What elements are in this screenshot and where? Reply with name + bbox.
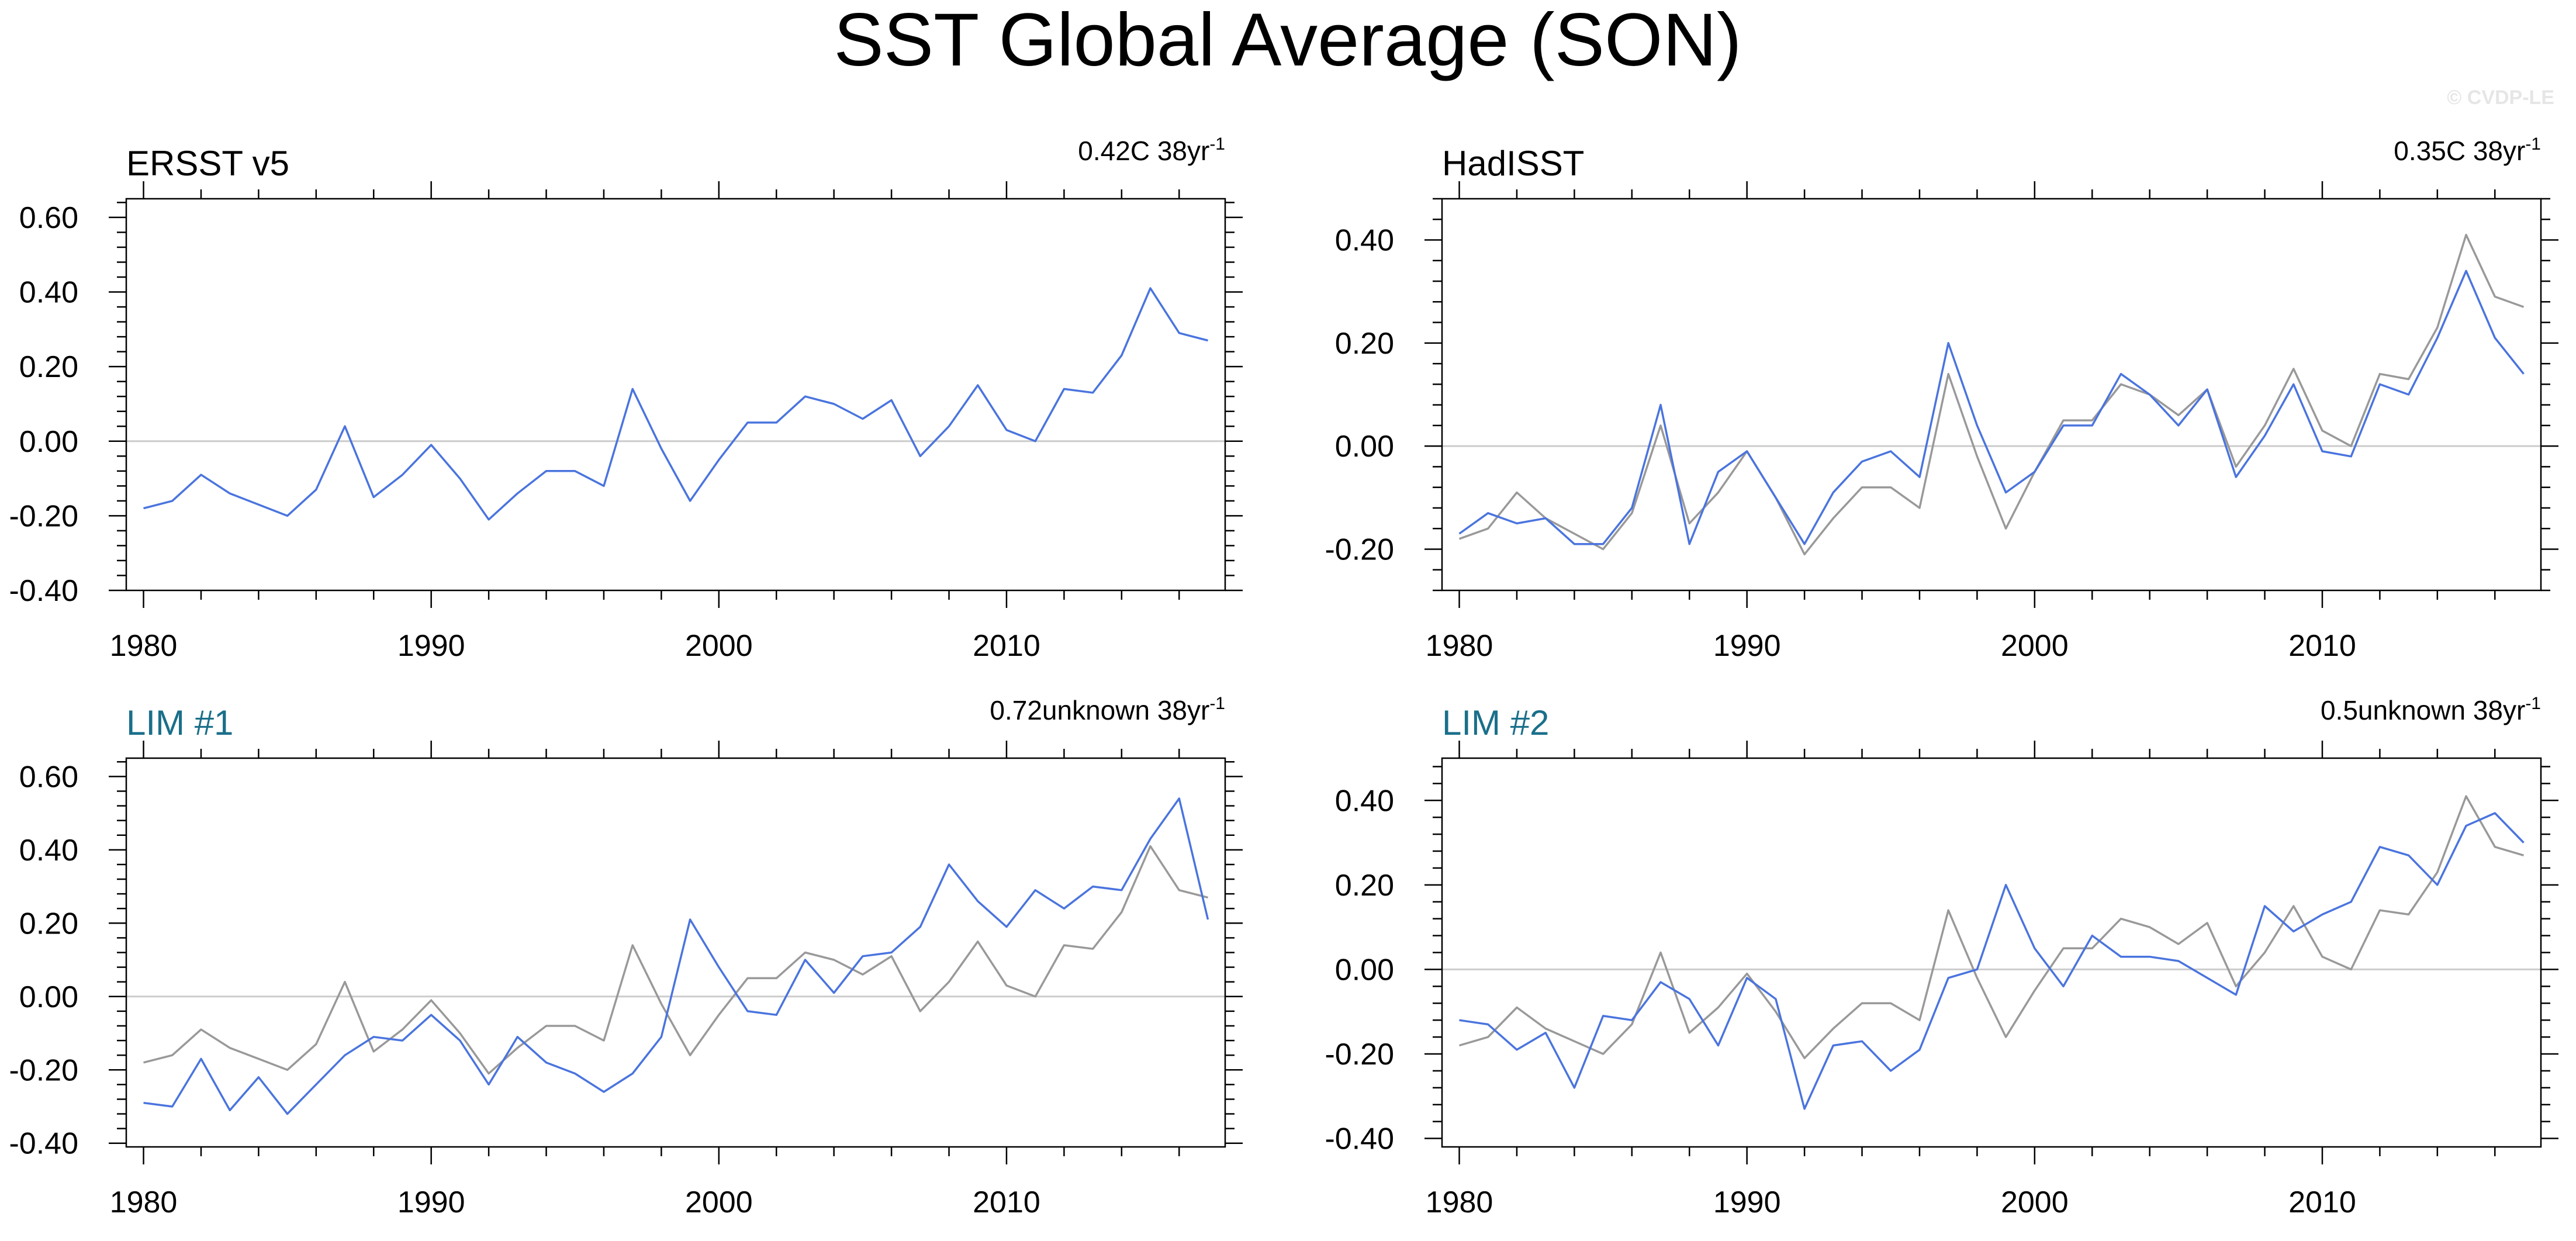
- panel-title: LIM #2: [1442, 703, 1549, 742]
- x-tick-label: 1980: [1426, 1185, 1493, 1219]
- watermark: © CVDP-LE: [2447, 87, 2554, 109]
- y-tick-label: 0.40: [1335, 784, 1394, 818]
- trend-value: 0.42C 38yr: [1078, 136, 1209, 166]
- trend-label: 0.5unknown 38yr-1: [2321, 694, 2541, 725]
- y-tick-label: -0.20: [9, 499, 78, 533]
- panel-ersst: ERSST v5 0.42C 38yr-1 -0.40 -0.20 0.00 0.20 0.…: [9, 134, 1243, 663]
- panel-title: LIM #1: [126, 703, 233, 742]
- panel-lim-1: LIM #1 0.72unknown 38yr-1 -0.40 -0.20 0.00 0.…: [9, 694, 1243, 1219]
- y-tick-label: -0.40: [9, 1127, 78, 1161]
- plot-frame: [1441, 198, 2542, 592]
- trend-value: 0.5unknown 38yr: [2321, 695, 2525, 725]
- y-tick-label: 0.00: [19, 425, 78, 459]
- y-tick-label: 0.00: [19, 980, 78, 1014]
- x-tick-label: 2000: [2001, 629, 2069, 663]
- trend-value: 0.72unknown 38yr: [990, 695, 1209, 725]
- y-tick-label: -0.20: [1325, 1038, 1394, 1071]
- x-tick-label: 2010: [973, 629, 1040, 663]
- series-line-model: [143, 287, 1208, 521]
- y-tick-label: 0.20: [1335, 327, 1394, 361]
- plot-frame: [1441, 757, 2542, 1148]
- y-tick-label: 0.40: [1335, 224, 1394, 258]
- y-tick-label: 0.20: [19, 350, 78, 384]
- y-tick-label: -0.20: [1325, 533, 1394, 566]
- trend-value: 0.35C 38yr: [2394, 136, 2525, 166]
- x-tick-label: 1990: [1713, 629, 1781, 663]
- trend-exponent: -1: [1209, 694, 1225, 713]
- y-tick-label: -0.40: [1325, 1122, 1394, 1156]
- plot-frame: [125, 198, 1226, 592]
- trend-exponent: -1: [2525, 694, 2541, 713]
- x-tick-label: 1990: [397, 629, 465, 663]
- x-tick-label: 2010: [973, 1185, 1040, 1219]
- y-tick-label: 0.60: [19, 760, 78, 794]
- y-tick-label: -0.20: [9, 1053, 78, 1087]
- x-tick-label: 2000: [2001, 1185, 2069, 1219]
- x-tick-label: 1980: [110, 629, 178, 663]
- panel-hadisst: HadISST 0.35C 38yr-1 -0.20 0.00 0.20 0.40 1980…: [1325, 134, 2558, 663]
- series-line-observed: [143, 845, 1208, 1075]
- y-tick-label: 0.00: [1335, 430, 1394, 464]
- panel-title: ERSST v5: [126, 144, 289, 183]
- figure-title: SST Global Average (SON): [834, 0, 1741, 82]
- x-tick-label: 2000: [685, 1185, 753, 1219]
- x-tick-label: 1990: [397, 1185, 465, 1219]
- x-tick-label: 1980: [110, 1185, 178, 1219]
- series-line-model: [1458, 269, 2525, 545]
- series-line-observed: [1458, 233, 2525, 556]
- x-tick-label: 1980: [1426, 629, 1493, 663]
- series-line-model: [143, 797, 1209, 1115]
- trend-label: 0.72unknown 38yr-1: [990, 694, 1225, 725]
- x-tick-label: 2010: [2288, 629, 2356, 663]
- y-tick-label: 0.40: [19, 276, 78, 310]
- panel-lim-2: LIM #2 0.5unknown 38yr-1 -0.40 -0.20 0.00 0.2…: [1325, 694, 2558, 1219]
- trend-label: 0.42C 38yr-1: [1078, 134, 1225, 166]
- y-tick-label: 0.60: [19, 201, 78, 235]
- y-tick-label: -0.40: [9, 574, 78, 608]
- panel-title: HadISST: [1442, 144, 1584, 183]
- y-tick-label: 0.20: [1335, 869, 1394, 903]
- x-tick-label: 1990: [1713, 1185, 1781, 1219]
- y-tick-label: 0.40: [19, 834, 78, 867]
- y-tick-label: 0.00: [1335, 953, 1394, 987]
- x-tick-label: 2000: [685, 629, 753, 663]
- trend-label: 0.35C 38yr-1: [2394, 134, 2541, 166]
- trend-exponent: -1: [1209, 134, 1225, 154]
- x-tick-label: 2010: [2288, 1185, 2356, 1219]
- y-tick-label: 0.20: [19, 907, 78, 941]
- series-line-model: [1459, 812, 2525, 1110]
- trend-exponent: -1: [2525, 134, 2541, 154]
